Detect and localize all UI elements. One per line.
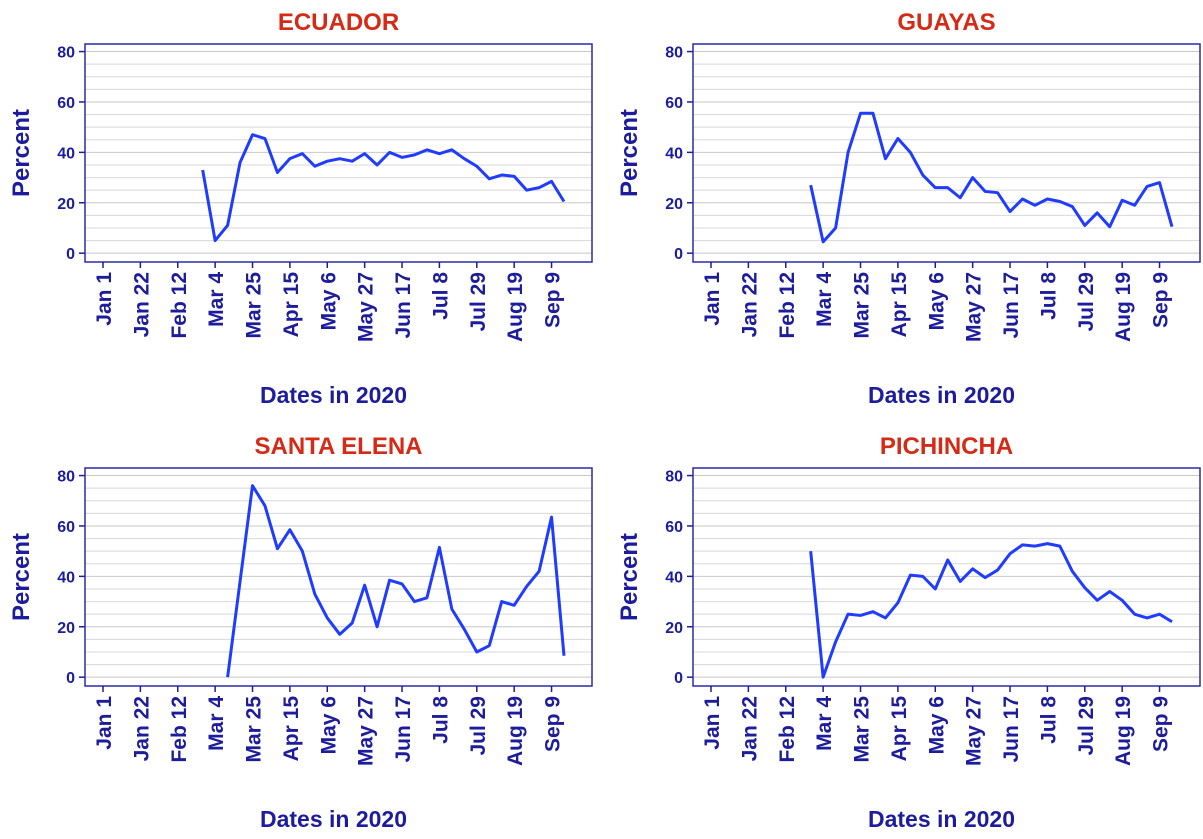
x-tick-label: May 6 (925, 696, 948, 754)
x-tick-label: Jan 22 (130, 696, 153, 761)
x-tick-label: Aug 19 (1112, 696, 1135, 766)
panel: PICHINCHA 0 20 40 60 80 Jan 1 Jan 22 Feb 12 Mar 4… (616, 433, 1201, 832)
y-tick-label: 80 (665, 469, 683, 486)
y-axis-label: Percent (616, 109, 643, 197)
x-tick-label: Jul 29 (1075, 272, 1098, 332)
x-tick-label: Sep 9 (542, 272, 565, 328)
chart-title: PICHINCHA (880, 433, 1013, 460)
x-tick-label: Aug 19 (504, 272, 527, 342)
y-tick-label: 20 (57, 196, 75, 213)
x-tick-label: Mar 4 (205, 696, 228, 751)
x-axis-label: Dates in 2020 (868, 806, 1015, 832)
x-tick-label: Jul 8 (1037, 696, 1060, 744)
y-tick-label: 60 (57, 519, 75, 536)
x-tick-label: Jul 8 (429, 272, 452, 320)
x-axis-label: Dates in 2020 (868, 382, 1015, 408)
x-tick-label: Jul 8 (1037, 272, 1060, 320)
x-tick-label: Jan 22 (738, 272, 761, 337)
x-tick-label: Feb 12 (776, 696, 799, 763)
y-tick-label: 80 (665, 45, 683, 62)
y-tick-label: 40 (665, 145, 683, 162)
x-tick-label: Mar 4 (205, 272, 228, 327)
x-tick-label: Mar 25 (243, 696, 266, 763)
x-tick-label: Jun 17 (392, 696, 415, 763)
y-tick-label: 0 (674, 670, 683, 687)
x-tick-label: Aug 19 (504, 696, 527, 766)
chart-title: ECUADOR (278, 9, 399, 36)
chart-title: SANTA ELENA (255, 433, 423, 460)
panel: SANTA ELENA 0 20 40 60 80 Jan 1 Jan 22 Feb 12 Mar… (8, 433, 593, 832)
y-axis-label: Percent (616, 533, 643, 621)
x-tick-label: Feb 12 (168, 272, 191, 339)
x-tick-label: Jun 17 (1000, 272, 1023, 339)
plot-frame (84, 43, 593, 263)
y-tick-label: 40 (57, 145, 75, 162)
data-line (809, 542, 1173, 679)
chart-title: GUAYAS (897, 9, 995, 36)
x-tick-label: Sep 9 (1150, 696, 1173, 752)
data-line (809, 111, 1174, 244)
x-tick-label: Jun 17 (1000, 696, 1023, 763)
x-tick-label: Jan 22 (130, 272, 153, 337)
x-tick-label: May 6 (925, 272, 948, 330)
x-tick-label: Feb 12 (168, 696, 191, 763)
x-tick-label: Sep 9 (542, 696, 565, 752)
y-tick-label: 40 (57, 569, 75, 586)
y-axis-label: Percent (8, 533, 35, 621)
x-tick-label: Jan 1 (701, 696, 724, 750)
y-tick-label: 60 (57, 95, 75, 112)
x-tick-label: Jul 29 (467, 272, 490, 332)
x-axis-label: Dates in 2020 (260, 382, 407, 408)
x-tick-label: Aug 19 (1112, 272, 1135, 342)
y-tick-label: 0 (66, 246, 75, 263)
x-tick-label: Jan 1 (701, 272, 724, 326)
x-tick-label: Jul 29 (1075, 696, 1098, 756)
plot-frame (692, 43, 1201, 263)
panel: ECUADOR 0 20 40 60 80 Jan 1 Jan 22 Feb 12 Mar 4 Ma… (8, 9, 593, 408)
panel: GUAYAS 0 20 40 60 80 Jan 1 Jan 22 Feb 12 Mar 4 Mar… (616, 9, 1201, 408)
x-tick-label: Mar 4 (813, 272, 836, 327)
x-tick-label: Apr 15 (888, 696, 911, 762)
y-tick-label: 20 (57, 620, 75, 637)
y-tick-label: 40 (665, 569, 683, 586)
x-tick-label: Jan 1 (93, 272, 116, 326)
x-tick-label: May 27 (355, 696, 378, 766)
y-axis-label: Percent (8, 109, 35, 197)
x-tick-label: Apr 15 (888, 272, 911, 338)
y-tick-label: 0 (674, 246, 683, 263)
plot-frame (84, 467, 593, 687)
x-tick-label: Apr 15 (280, 696, 303, 762)
y-tick-label: 80 (57, 45, 75, 62)
plot-frame (692, 467, 1201, 687)
y-tick-label: 0 (66, 670, 75, 687)
x-tick-label: May 27 (963, 272, 986, 342)
y-tick-label: 80 (57, 469, 75, 486)
x-tick-label: Apr 15 (280, 272, 303, 338)
x-tick-label: Mar 25 (851, 696, 874, 763)
data-line (226, 484, 566, 678)
x-tick-label: Jul 29 (467, 696, 490, 756)
x-tick-label: Feb 12 (776, 272, 799, 339)
x-axis-label: Dates in 2020 (260, 806, 407, 832)
x-tick-label: May 6 (317, 272, 340, 330)
x-tick-label: Jan 22 (738, 696, 761, 761)
x-tick-label: Mar 4 (813, 696, 836, 751)
x-tick-label: May 27 (355, 272, 378, 342)
y-tick-label: 60 (665, 95, 683, 112)
y-tick-label: 20 (665, 196, 683, 213)
x-tick-label: Jun 17 (392, 272, 415, 339)
x-tick-label: Jan 1 (93, 696, 116, 750)
x-tick-label: Mar 25 (851, 272, 874, 339)
y-tick-label: 60 (665, 519, 683, 536)
x-tick-label: Sep 9 (1150, 272, 1173, 328)
data-line (201, 133, 566, 243)
x-tick-label: Mar 25 (243, 272, 266, 339)
y-tick-label: 20 (665, 620, 683, 637)
x-tick-label: May 27 (963, 696, 986, 766)
x-tick-label: Jul 8 (429, 696, 452, 744)
x-tick-label: May 6 (317, 696, 340, 754)
